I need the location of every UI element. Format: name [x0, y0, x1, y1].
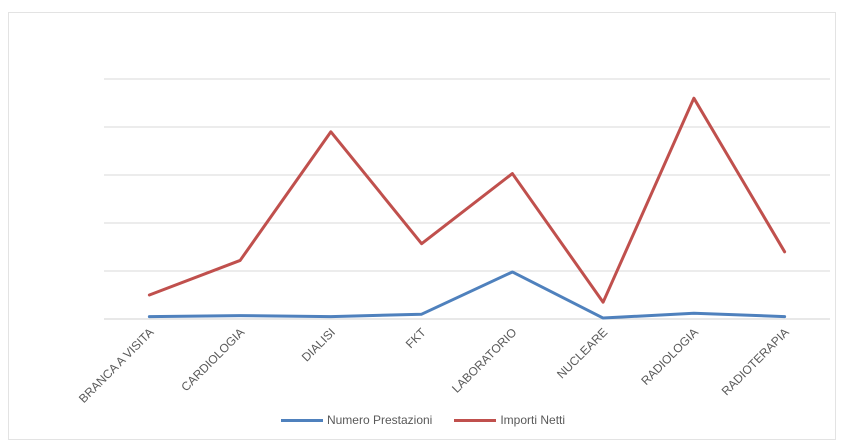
legend-item-importi-netti: Importi Netti — [454, 413, 565, 427]
series-line-importi-netti — [147, 96, 787, 304]
legend-label: Importi Netti — [500, 413, 566, 427]
x-tick-label: NUCLEARE — [554, 325, 610, 381]
x-tick-label: RADIOLOGIA — [638, 325, 701, 388]
legend-swatch-blue — [280, 418, 323, 422]
legend-item-numero-prestazioni: Numero Prestazioni — [280, 413, 433, 427]
legend-swatch-red — [454, 418, 497, 422]
x-tick-label: BRANCA A VISITA — [76, 325, 156, 405]
series-lines — [147, 96, 787, 320]
x-tick-label: DIALISI — [299, 325, 338, 364]
x-tick-label: LABORATORIO — [449, 325, 519, 395]
chart-area — [8, 12, 836, 440]
x-tick-label: CARDIOLOGIA — [178, 325, 247, 394]
x-tick-label: FKT — [403, 325, 429, 351]
gridlines — [104, 78, 830, 320]
legend: Numero Prestazioni Importi Netti — [0, 413, 846, 427]
legend-label: Numero Prestazioni — [326, 413, 433, 427]
x-tick-label: RADIOTERAPIA — [719, 325, 792, 398]
x-axis-labels: BRANCA A VISITA CARDIOLOGIA DIALISI FKT LABO… — [76, 325, 792, 406]
series-line-numero-prestazioni — [147, 270, 787, 320]
